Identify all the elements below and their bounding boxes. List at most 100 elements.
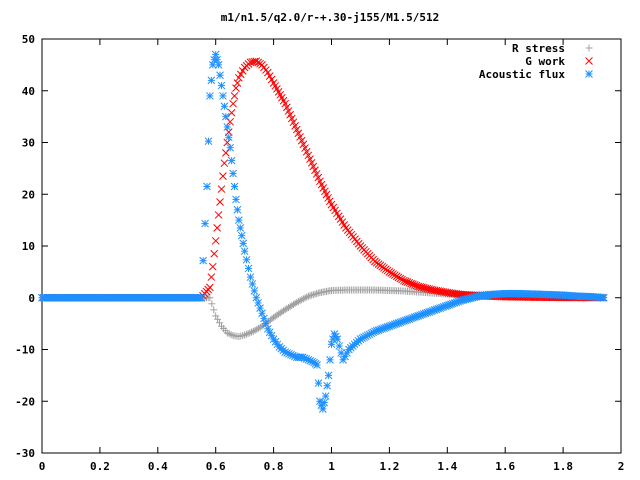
star-marker	[256, 304, 264, 312]
cross-marker	[219, 172, 227, 180]
legend-label: Acoustic flux	[479, 68, 565, 81]
data-layer	[38, 50, 608, 413]
cross-marker	[213, 224, 222, 232]
x-tick-label: 2	[618, 460, 625, 473]
star-marker	[214, 61, 223, 69]
star-marker	[237, 231, 246, 240]
star-marker	[213, 55, 222, 64]
star-marker	[208, 61, 217, 69]
x-tick-label: 0.4	[148, 460, 168, 473]
plot-frame	[41, 38, 622, 454]
cross-marker	[385, 268, 394, 276]
x-tick-label: 0.8	[264, 460, 284, 473]
y-tick-label: 10	[22, 240, 35, 253]
x-tick-label: 0.2	[90, 460, 110, 473]
star-marker	[313, 361, 321, 369]
star-marker	[229, 169, 237, 178]
star-marker	[223, 123, 232, 131]
cross-marker	[233, 79, 242, 87]
star-marker	[204, 137, 213, 146]
star-marker	[250, 286, 259, 295]
star-marker	[236, 224, 245, 232]
plus-marker	[311, 290, 319, 298]
plus-marker	[216, 319, 224, 327]
x-tick-label: 1.6	[495, 460, 515, 473]
x-tick-label: 1.4	[437, 460, 457, 473]
cross-marker	[227, 108, 236, 117]
star-marker	[323, 381, 332, 390]
cross-marker	[226, 117, 235, 126]
plus-marker	[304, 292, 312, 300]
cross-marker	[211, 236, 220, 245]
cross-marker	[210, 249, 219, 258]
cross-marker	[265, 72, 274, 80]
plus-marker	[212, 312, 220, 320]
star-marker	[240, 247, 249, 256]
y-tick-label: 0	[28, 292, 35, 305]
legend-plus-marker	[585, 44, 593, 52]
cross-marker	[392, 272, 401, 281]
star-marker	[258, 309, 266, 318]
plus-marker	[248, 328, 256, 336]
x-tick-label: 0	[39, 460, 46, 473]
star-marker	[252, 293, 261, 302]
cross-marker	[263, 68, 272, 77]
cross-marker	[220, 159, 229, 168]
y-tick-label: -30	[15, 447, 35, 460]
star-marker	[327, 340, 336, 349]
plus-marker	[294, 298, 302, 306]
star-marker	[199, 256, 208, 265]
star-marker	[320, 398, 329, 407]
star-marker	[326, 355, 334, 364]
star-marker	[216, 71, 224, 80]
cross-marker	[216, 198, 224, 206]
star-marker	[262, 319, 270, 328]
cross-marker	[398, 275, 406, 284]
star-marker	[230, 182, 239, 191]
star-marker	[197, 293, 206, 302]
cross-marker	[230, 92, 239, 100]
plus-marker	[301, 294, 309, 302]
plus-marker	[298, 296, 306, 304]
y-tick-label: -20	[15, 395, 35, 408]
star-marker	[226, 143, 235, 152]
y-tick-label: 20	[22, 188, 35, 201]
cross-marker	[229, 99, 237, 108]
star-marker	[221, 112, 230, 121]
y-tick-label: -10	[15, 344, 35, 357]
plus-marker	[208, 300, 216, 308]
cross-marker	[252, 57, 261, 66]
star-marker	[254, 299, 263, 307]
legend-star-marker	[585, 70, 593, 78]
legend-label: R stress	[512, 42, 565, 55]
star-marker	[321, 392, 330, 400]
y-tick-label: 40	[22, 85, 35, 98]
plus-marker	[242, 330, 250, 338]
star-marker	[260, 314, 268, 323]
cross-marker	[387, 269, 396, 277]
cross-marker	[221, 148, 230, 157]
plus-marker	[306, 292, 314, 300]
cross-marker	[396, 274, 405, 283]
plus-marker	[244, 330, 252, 338]
star-marker	[599, 293, 608, 302]
cross-marker	[394, 273, 403, 282]
plus-marker	[246, 329, 254, 337]
star-marker	[244, 264, 253, 273]
plus-marker	[235, 333, 243, 341]
cross-marker	[206, 283, 214, 292]
x-tick-label: 1	[328, 460, 335, 473]
cross-marker	[217, 185, 226, 193]
star-marker	[235, 216, 243, 224]
y-tick-label: 50	[22, 33, 35, 46]
axes-layer: 0 0.2 0.4 0.6 0.8 1 1.2 1.4 1.6 1.8 2 -30 -20 -10 0 10 2…	[15, 33, 624, 473]
star-marker	[220, 102, 229, 111]
star-marker	[233, 205, 242, 214]
star-marker	[314, 379, 323, 387]
star-marker	[242, 255, 251, 264]
star-marker	[333, 335, 342, 344]
star-marker	[203, 182, 211, 191]
plus-marker	[206, 294, 214, 302]
cross-marker	[389, 270, 397, 278]
series-g-work	[38, 57, 608, 302]
